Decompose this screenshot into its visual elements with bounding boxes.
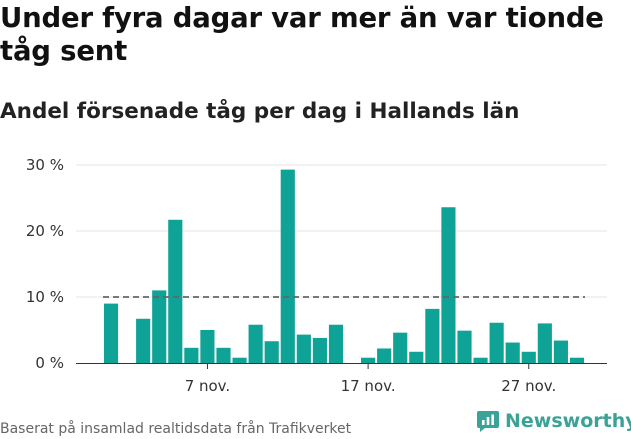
bar [280,169,295,363]
bar-chart: 0 % 10 % 20 % 30 % 7 nov. 17 nov. 27 nov. [26,156,607,395]
bar [489,322,504,363]
bar [537,323,552,363]
bar [296,334,311,363]
bar [184,347,199,363]
y-tick-label: 0 % [35,354,64,372]
newsworthy-logo: Newsworthy [476,409,631,433]
bar [232,357,247,363]
x-tick-label: 17 nov. [341,377,396,395]
bar [248,324,263,363]
bar [136,318,151,363]
x-tick-label: 27 nov. [501,377,556,395]
bar [264,341,279,363]
bar [393,332,408,363]
bar [425,308,440,363]
bar [168,219,183,363]
bar [521,351,536,363]
x-axis: 7 nov. 17 nov. 27 nov. [76,363,607,395]
bar [569,357,585,363]
y-tick-label: 30 % [26,156,64,174]
y-tick-labels: 0 % 10 % 20 % 30 % [26,156,64,372]
bar [409,351,424,363]
bars [103,169,585,363]
bar [361,357,376,363]
chart-title: Under fyra dagar var mer än var tionde t… [0,2,604,67]
bar [377,348,392,363]
bar [473,357,488,363]
bar [103,303,119,363]
grid-lines [76,164,607,298]
bar [441,207,456,363]
bar [216,347,231,363]
x-tick-label: 7 nov. [185,377,230,395]
y-tick-label: 20 % [26,222,64,240]
y-tick-label: 10 % [26,288,64,306]
brand-name: Newsworthy [505,410,631,432]
bar [553,340,568,363]
bar [312,337,327,363]
bar [328,324,344,363]
bar [152,290,167,363]
chart-subtitle: Andel försenade tåg per dag i Hallands l… [0,99,520,124]
source-note: Baserat på insamlad realtidsdata från Tr… [0,421,352,437]
bar [457,330,472,363]
newsworthy-logo-icon [477,411,499,432]
bar [505,342,520,363]
bar [200,330,215,363]
